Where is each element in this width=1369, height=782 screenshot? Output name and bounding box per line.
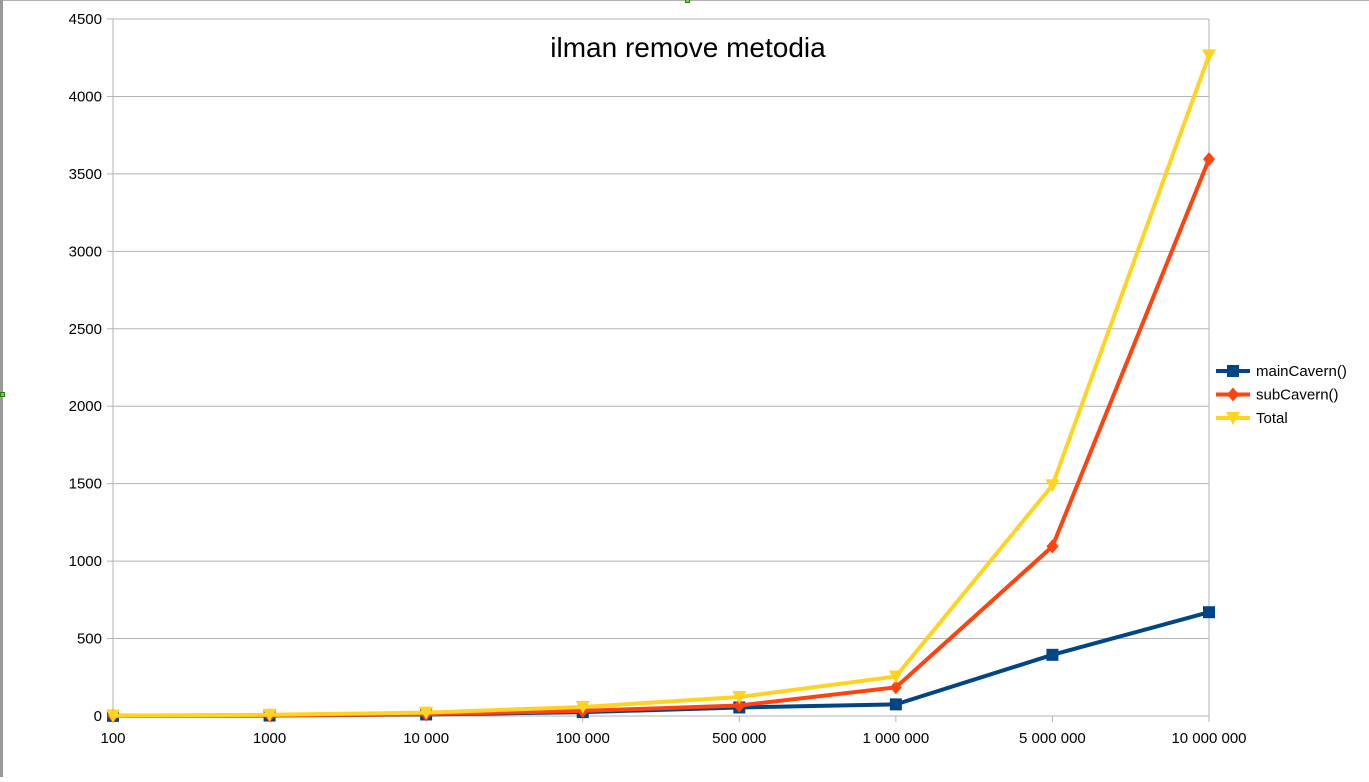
x-tick-label: 10 000 000 bbox=[1171, 730, 1246, 747]
series-lines bbox=[106, 49, 1216, 723]
y-tick-label: 1500 bbox=[69, 476, 102, 493]
data-point bbox=[106, 709, 120, 723]
selection-handle-top[interactable] bbox=[685, 0, 690, 3]
x-tick-label: 1 000 000 bbox=[862, 730, 929, 747]
legend-marker bbox=[1227, 387, 1239, 402]
y-tick-label: 3500 bbox=[69, 166, 102, 183]
chart-left-border bbox=[0, 0, 3, 777]
data-point bbox=[1202, 49, 1216, 63]
x-tick-label: 1000 bbox=[253, 730, 286, 747]
legend-label: mainCavern() bbox=[1256, 363, 1347, 380]
series-0 bbox=[107, 606, 1215, 722]
series-line bbox=[111, 157, 1211, 718]
y-tick-label: 2500 bbox=[69, 321, 102, 338]
x-tick-labels: 100 1000 10 000 100 000 500 000 1 000 000 5 00… bbox=[100, 730, 1246, 747]
data-point bbox=[262, 708, 277, 722]
data-point bbox=[419, 706, 434, 720]
legend-item: mainCavern() bbox=[1216, 363, 1347, 380]
legend-item: subCavern() bbox=[1216, 387, 1339, 404]
data-point bbox=[1045, 479, 1060, 493]
legend-item: Total bbox=[1216, 410, 1288, 427]
y-tick-label: 4000 bbox=[69, 88, 102, 105]
legend-label: subCavern() bbox=[1256, 387, 1339, 404]
data-point bbox=[733, 698, 746, 713]
series-1 bbox=[107, 152, 1215, 723]
y-tick-label: 0 bbox=[94, 708, 102, 725]
y-tick-label: 4500 bbox=[69, 11, 102, 28]
axes bbox=[112, 19, 1210, 717]
x-tick-label: 10 000 bbox=[403, 730, 449, 747]
data-point bbox=[1203, 606, 1215, 619]
gridlines bbox=[107, 18, 1210, 722]
y-tick-label: 3000 bbox=[69, 243, 102, 260]
legend-marker bbox=[1227, 365, 1239, 377]
data-point bbox=[889, 680, 902, 695]
data-point bbox=[1046, 648, 1059, 661]
data-point bbox=[889, 698, 902, 711]
x-tick-label: 500 000 bbox=[712, 730, 766, 747]
data-point bbox=[888, 670, 903, 684]
series-2 bbox=[106, 49, 1216, 723]
data-point bbox=[1046, 539, 1059, 554]
series-line bbox=[111, 53, 1211, 718]
x-tick-label: 5 000 000 bbox=[1019, 730, 1086, 747]
data-point bbox=[1203, 152, 1215, 167]
x-tick-label: 100 000 bbox=[556, 730, 610, 747]
chart-top-border bbox=[0, 0, 1369, 1]
y-tick-label: 2000 bbox=[69, 398, 102, 415]
data-point bbox=[732, 690, 747, 704]
legend-label: Total bbox=[1256, 410, 1288, 427]
y-tick-label: 1000 bbox=[69, 553, 102, 570]
selection-handle-left[interactable] bbox=[0, 392, 5, 397]
x-tick-label: 100 bbox=[100, 730, 125, 747]
chart-title: ilman remove metodia bbox=[550, 32, 826, 63]
y-tick-label: 500 bbox=[77, 631, 102, 648]
legend-marker bbox=[1226, 412, 1240, 425]
legend: mainCavern() subCavern() Total bbox=[1216, 363, 1347, 427]
data-point bbox=[575, 701, 590, 715]
y-tick-labels: 0 500 1000 1500 2000 2500 3000 3500 4000 4500 bbox=[69, 11, 102, 725]
